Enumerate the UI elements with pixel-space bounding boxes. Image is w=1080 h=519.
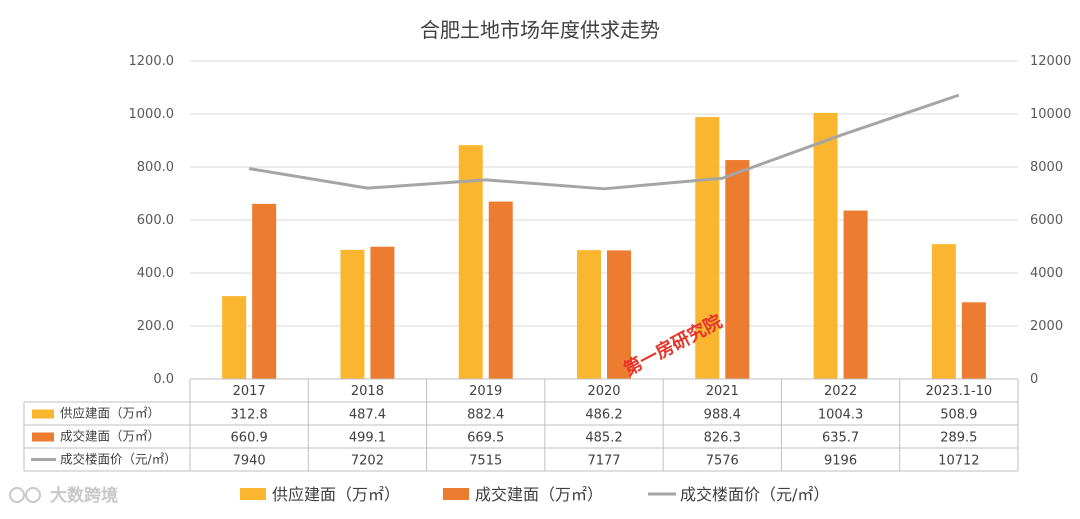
left-axis-tick-label: 1200.0 bbox=[129, 54, 175, 69]
bar-supply bbox=[931, 244, 956, 379]
category-label: 2017 bbox=[233, 384, 266, 399]
table-cell-value: 7515 bbox=[469, 454, 502, 469]
table-legend-swatch bbox=[32, 409, 54, 419]
bar-transaction bbox=[370, 246, 395, 379]
table-cell-value: 669.5 bbox=[467, 431, 504, 446]
table-cell-value: 9196 bbox=[824, 454, 857, 469]
brand-logo-icon bbox=[9, 487, 25, 503]
right-axis-tick-label: 12000 bbox=[1030, 54, 1071, 69]
right-axis-tick-label: 8000 bbox=[1030, 160, 1063, 175]
category-label: 2019 bbox=[469, 384, 502, 399]
right-axis-tick-label: 2000 bbox=[1030, 319, 1063, 334]
table-row-label: 成交建面（万㎡） bbox=[60, 429, 160, 444]
brand-watermark-text: 大数跨境 bbox=[50, 485, 118, 506]
table-cell-value: 826.3 bbox=[704, 431, 741, 446]
bar-transaction bbox=[488, 201, 513, 379]
table-cell-value: 882.4 bbox=[467, 408, 504, 423]
legend-swatch bbox=[443, 488, 469, 500]
right-axis-tick-label: 6000 bbox=[1030, 213, 1063, 228]
bar-supply bbox=[813, 112, 838, 379]
left-axis-tick-label: 800.0 bbox=[137, 160, 174, 175]
category-label: 2020 bbox=[587, 384, 620, 399]
legend-entry-label: 供应建面（万㎡） bbox=[272, 485, 400, 504]
chart-title: 合肥土地市场年度供求走势 bbox=[420, 18, 660, 42]
bar-supply bbox=[340, 249, 365, 379]
left-axis-tick-label: 1000.0 bbox=[129, 107, 175, 122]
bar-transaction bbox=[725, 160, 750, 379]
table-legend-swatch bbox=[32, 432, 54, 442]
bar-supply bbox=[577, 250, 601, 379]
left-axis-tick-label: 200.0 bbox=[137, 319, 174, 334]
bar-supply bbox=[222, 296, 247, 379]
bar-transaction bbox=[961, 302, 986, 379]
table-cell-value: 312.8 bbox=[231, 408, 268, 423]
table-cell-value: 660.9 bbox=[231, 431, 268, 446]
table-cell-value: 508.9 bbox=[940, 408, 977, 423]
table-cell-value: 487.4 bbox=[349, 408, 386, 423]
table-cell-value: 635.7 bbox=[822, 431, 859, 446]
right-axis-tick-label: 10000 bbox=[1030, 107, 1071, 122]
bar-supply bbox=[458, 145, 483, 379]
bar-supply bbox=[695, 117, 720, 379]
category-label: 2022 bbox=[824, 384, 857, 399]
category-label: 2018 bbox=[351, 384, 384, 399]
bar-transaction bbox=[843, 210, 868, 379]
brand-watermark: 大数跨境 bbox=[9, 485, 118, 506]
table-cell-value: 499.1 bbox=[349, 431, 386, 446]
table-cell-value: 7940 bbox=[233, 454, 266, 469]
brand-logo-icon-2 bbox=[25, 487, 41, 503]
table-cell-value: 289.5 bbox=[940, 431, 977, 446]
left-axis-tick-label: 0.0 bbox=[153, 372, 174, 387]
legend-entry-label: 成交楼面价（元/㎡） bbox=[680, 485, 829, 504]
right-axis-tick-label: 0 bbox=[1030, 372, 1038, 387]
left-axis-tick-label: 400.0 bbox=[137, 266, 174, 281]
bar-transaction bbox=[607, 250, 631, 379]
left-axis-tick-label: 600.0 bbox=[137, 213, 174, 228]
table-row-label: 供应建面（万㎡） bbox=[60, 406, 160, 421]
table-cell-value: 486.2 bbox=[585, 408, 622, 423]
legend-swatch bbox=[240, 488, 266, 500]
table-cell-value: 1004.3 bbox=[818, 408, 864, 423]
legend-entry-label: 成交建面（万㎡） bbox=[475, 485, 603, 504]
table-cell-value: 7576 bbox=[706, 454, 739, 469]
series-line-price bbox=[248, 93, 960, 191]
table-cell-value: 7202 bbox=[351, 454, 384, 469]
right-axis-tick-label: 4000 bbox=[1030, 266, 1063, 281]
category-label: 2023.1-10 bbox=[925, 384, 992, 399]
table-cell-value: 485.2 bbox=[585, 431, 622, 446]
bar-transaction bbox=[252, 203, 277, 379]
table-row-label: 成交楼面价（元/㎡） bbox=[60, 452, 177, 467]
table-cell-value: 988.4 bbox=[704, 408, 741, 423]
category-label: 2021 bbox=[706, 384, 739, 399]
table-cell-value: 7177 bbox=[587, 454, 620, 469]
table-cell-value: 10712 bbox=[938, 454, 979, 469]
